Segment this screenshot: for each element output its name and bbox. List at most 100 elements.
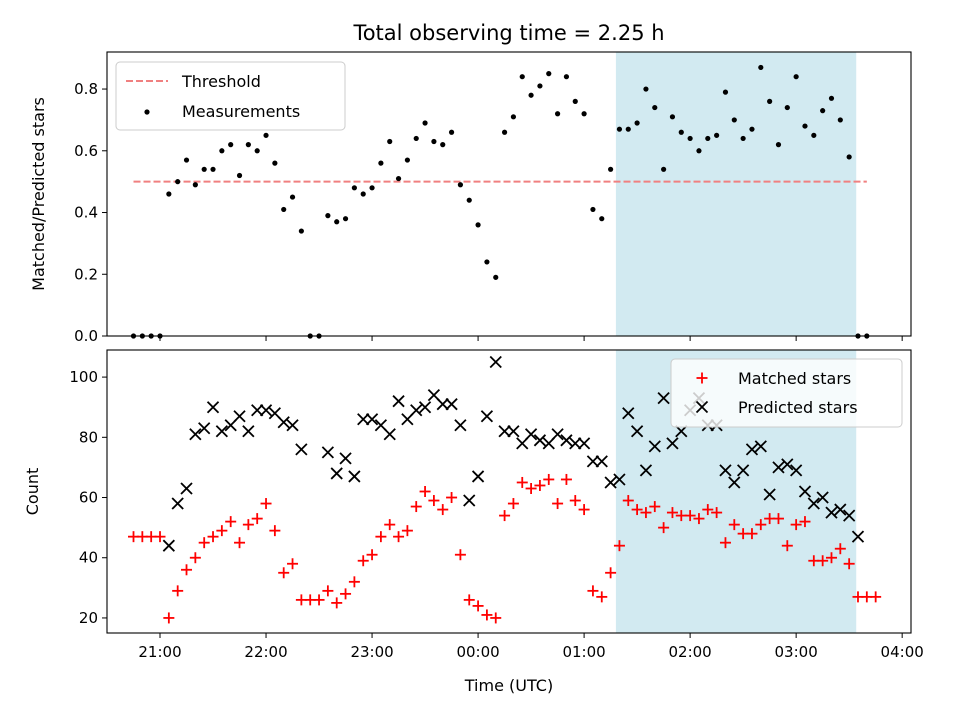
- matched-star-point: [481, 609, 493, 621]
- matched-star-point: [666, 507, 678, 519]
- predicted-star-point: [745, 443, 759, 456]
- predicted-star-point: [454, 419, 467, 432]
- y-tick-label: 20: [79, 609, 98, 627]
- matched-star-point: [790, 519, 802, 531]
- measurement-point: [440, 142, 446, 148]
- matched-star-point: [525, 482, 537, 494]
- predicted-star-point: [586, 455, 600, 468]
- matched-star-point: [772, 513, 784, 525]
- matched-star-point: [516, 476, 528, 488]
- predicted-star-point: [277, 416, 290, 429]
- predicted-star-point: [233, 410, 246, 423]
- matched-star-point: [393, 531, 405, 543]
- matched-star-point: [817, 555, 829, 567]
- predicted-star-point: [551, 428, 564, 441]
- matched-star-point: [234, 537, 246, 549]
- predicted-star-point: [613, 473, 626, 486]
- predicted-star-point: [498, 425, 511, 438]
- measurement-point: [422, 120, 428, 126]
- measurement-point: [228, 142, 234, 148]
- matched-star-point: [834, 543, 846, 555]
- measurement-point: [342, 216, 349, 222]
- predicted-star-point: [339, 452, 352, 465]
- measurement-point: [298, 228, 304, 234]
- predicted-star-point: [648, 440, 661, 453]
- matched-star-point: [357, 555, 369, 567]
- measurement-point: [749, 126, 755, 132]
- matched-star-point: [437, 504, 449, 516]
- x-tick-label: 03:00: [775, 643, 818, 661]
- bottom-panel: 21:00 22:00 23:00 00:00 01:00 02:00 03:00 04:00…: [23, 349, 924, 695]
- measurement-point: [828, 95, 835, 101]
- measurement-point: [263, 132, 269, 138]
- y-tick-label: 0.0: [74, 327, 98, 345]
- matched-star-point: [596, 591, 608, 603]
- predicted-star-point: [816, 491, 829, 504]
- predicted-star-point: [843, 509, 856, 522]
- y-tick-label: 0.4: [74, 204, 98, 222]
- bottom-legend-box: [670, 358, 903, 428]
- measurement-point: [740, 135, 746, 142]
- measurement-point: [784, 104, 790, 111]
- predicted-star-point: [533, 434, 547, 447]
- measurement-point: [687, 135, 693, 142]
- measurement-point: [272, 160, 278, 166]
- predicted-star-point: [171, 497, 184, 510]
- matched-star-point: [163, 612, 175, 624]
- measurement-point: [369, 185, 375, 191]
- measurement-point: [192, 182, 198, 188]
- predicted-star-point: [215, 425, 228, 438]
- matched-star-point: [693, 513, 705, 525]
- predicted-star-point: [392, 395, 405, 408]
- predicted-star-point: [630, 425, 644, 438]
- matched-star-point: [463, 594, 475, 606]
- measurement-point: [475, 222, 481, 228]
- measurements-legend-swatch: [144, 109, 150, 115]
- matched-star-point: [348, 576, 360, 588]
- predicted-star-point: [772, 461, 785, 474]
- predicted-star-point: [418, 401, 432, 414]
- matched-star-point: [658, 522, 670, 534]
- measurement-point: [510, 114, 517, 120]
- predicted-star-point: [851, 530, 865, 543]
- measurement-point: [466, 197, 472, 203]
- top-y-axis-label: Matched/Predicted stars: [29, 97, 48, 291]
- measurement-point: [351, 185, 357, 191]
- matched-star-point: [711, 507, 723, 519]
- measurement-point: [166, 191, 172, 197]
- measurement-point: [608, 166, 614, 172]
- predicted-star-point: [666, 437, 679, 450]
- matched-star-point: [269, 525, 281, 537]
- matched-star-point: [870, 591, 882, 603]
- measurement-point: [643, 86, 649, 92]
- predicted-star-point: [357, 413, 370, 426]
- predicted-star-point: [719, 464, 732, 477]
- measurement-point: [395, 175, 402, 182]
- measurement-point: [519, 74, 525, 80]
- matched-star-point: [472, 600, 484, 612]
- measurement-point: [731, 117, 737, 123]
- measurement-point: [820, 108, 826, 114]
- bottom-y-axis-label: Count: [23, 468, 42, 516]
- predicted-star-point: [189, 428, 202, 441]
- measurement-point: [183, 157, 190, 163]
- predicted-star-point: [295, 443, 308, 456]
- measurement-point: [634, 120, 640, 126]
- predicted-star-point: [180, 482, 193, 495]
- y-tick-label: 80: [79, 428, 98, 446]
- measurement-point: [289, 194, 296, 200]
- predicted-star-point: [410, 404, 423, 417]
- bottom-legend: Matched stars Predicted stars: [670, 358, 903, 428]
- matched-star-point: [490, 612, 502, 624]
- predicted-star-point: [524, 428, 538, 441]
- matched-star-point: [260, 498, 272, 510]
- measurement-point: [334, 219, 340, 225]
- matched-star-point: [613, 540, 625, 552]
- measurement-point: [616, 126, 623, 132]
- predicted-star-point: [754, 440, 767, 453]
- predicted-star-point: [781, 458, 794, 471]
- matched-star-point: [799, 516, 811, 528]
- predicted-star-point: [595, 455, 608, 468]
- top-legend: Threshold Measurements: [115, 61, 346, 131]
